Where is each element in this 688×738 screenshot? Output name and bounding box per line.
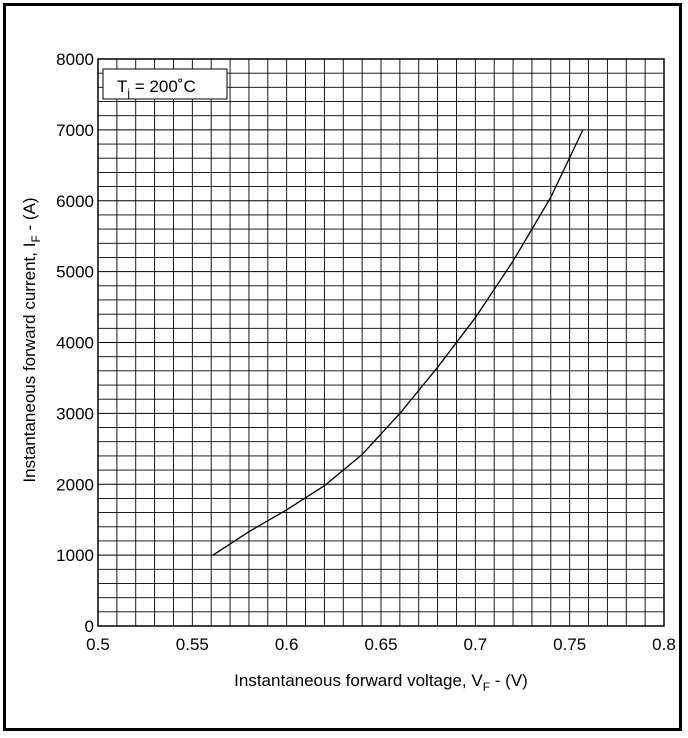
x-tick-label: 0.6 bbox=[275, 635, 299, 654]
y-tick-label: 3000 bbox=[56, 404, 94, 423]
y-tick-label: 1000 bbox=[56, 546, 94, 565]
plot-border bbox=[97, 58, 665, 627]
chart-frame bbox=[3, 3, 682, 731]
x-tick-label: 0.7 bbox=[464, 635, 488, 654]
tick-labels: 0.5 0.55 0.6 0.65 0.7 0.75 0.8 0 1000 2000 3000 400… bbox=[56, 50, 676, 654]
y-tick-label: 2000 bbox=[56, 475, 94, 494]
y-tick-label: 7000 bbox=[56, 121, 94, 140]
x-axis-label: Instantaneous forward voltage, VF - (V) bbox=[234, 671, 528, 694]
annotation-box bbox=[102, 68, 228, 100]
series-line-0 bbox=[212, 129, 584, 556]
x-tick-label: 0.55 bbox=[176, 635, 209, 654]
plot-axes bbox=[97, 58, 665, 627]
y-tick-label: 6000 bbox=[56, 192, 94, 211]
y-tick-label: 8000 bbox=[56, 50, 94, 69]
x-tick-label: 0.5 bbox=[86, 635, 110, 654]
y-axis-label: Instantaneous forward current, IF - (A) bbox=[20, 197, 43, 482]
series bbox=[212, 129, 584, 556]
y-tick-label: 4000 bbox=[56, 334, 94, 353]
x-tick-label: 0.8 bbox=[652, 635, 676, 654]
annotation-label: Tj = 200˚C bbox=[117, 77, 196, 100]
y-tick-label: 0 bbox=[85, 617, 94, 636]
x-tick-label: 0.65 bbox=[364, 635, 397, 654]
y-tick-label: 5000 bbox=[56, 263, 94, 282]
grid bbox=[98, 59, 664, 626]
x-tick-label: 0.75 bbox=[553, 635, 586, 654]
